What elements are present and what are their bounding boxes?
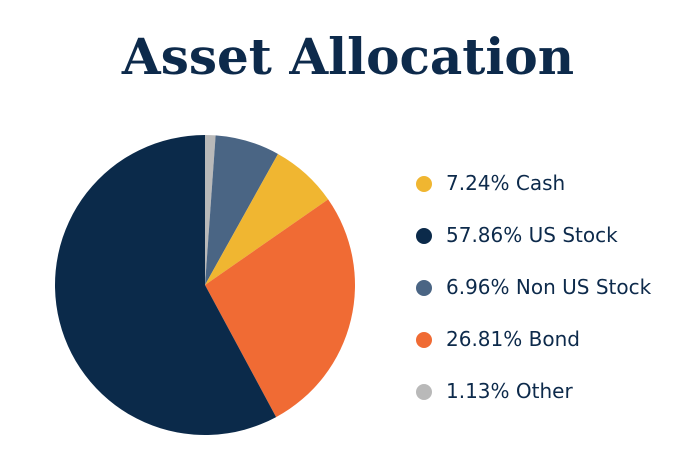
chart-title: Asset Allocation <box>121 27 574 86</box>
legend-value: 6.96% <box>446 275 510 299</box>
legend-value: 1.13% <box>446 379 510 403</box>
legend-value: 7.24% <box>446 171 510 195</box>
pie-slice <box>205 199 355 418</box>
legend-label: 26.81% Bond <box>446 327 580 351</box>
legend-swatch <box>416 280 432 296</box>
legend-label: 1.13% Other <box>446 379 573 403</box>
legend-label: 7.24% Cash <box>446 171 565 195</box>
legend-swatch <box>416 228 432 244</box>
pie-slice <box>54 135 277 435</box>
pie-slice <box>205 135 279 285</box>
legend-swatch <box>416 176 432 192</box>
legend-name: Bond <box>529 327 580 351</box>
pie-slice <box>205 135 216 285</box>
legend-name: Cash <box>516 171 565 195</box>
legend-name: Non US Stock <box>516 275 652 299</box>
legend-name: US Stock <box>529 223 618 247</box>
pie-slice <box>205 153 329 285</box>
legend-swatch <box>416 384 432 400</box>
legend-value: 57.86% <box>446 223 522 247</box>
legend-value: 26.81% <box>446 327 522 351</box>
legend-label: 6.96% Non US Stock <box>446 275 652 299</box>
legend-swatch <box>416 332 432 348</box>
legend-label: 57.86% US Stock <box>446 223 618 247</box>
legend-name: Other <box>516 379 574 403</box>
